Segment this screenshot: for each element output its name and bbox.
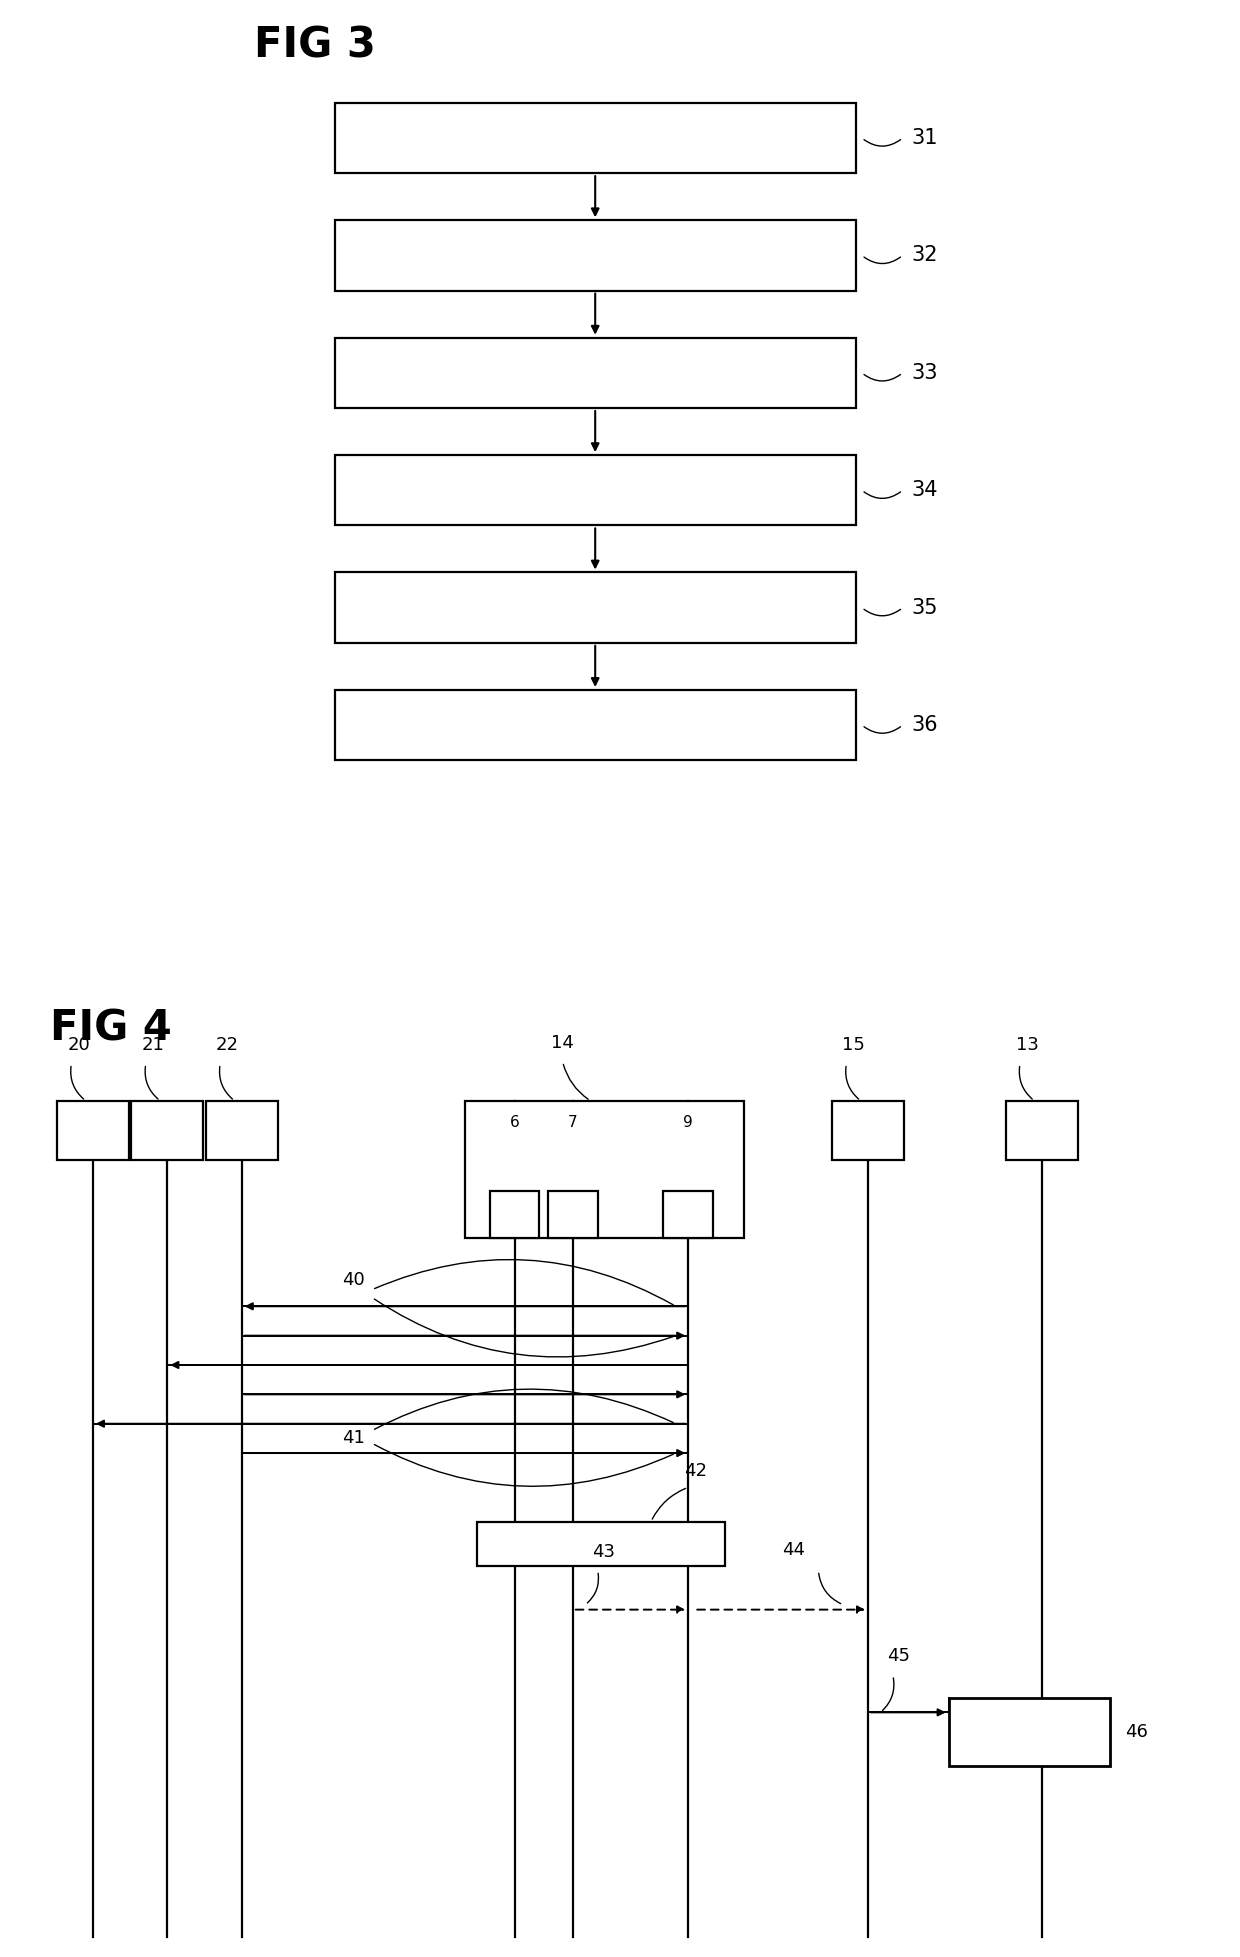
Text: FIG 4: FIG 4 xyxy=(50,1008,171,1049)
Bar xyxy=(335,219,856,290)
Bar xyxy=(663,1190,713,1237)
Bar xyxy=(490,1190,539,1237)
Text: 42: 42 xyxy=(684,1462,707,1479)
Text: 14: 14 xyxy=(552,1033,574,1051)
Bar xyxy=(335,454,856,524)
Text: 7: 7 xyxy=(568,1115,578,1129)
Text: 41: 41 xyxy=(342,1429,365,1448)
Text: 13: 13 xyxy=(1016,1035,1039,1053)
Text: 34: 34 xyxy=(911,479,937,501)
Bar xyxy=(949,1697,1110,1765)
Text: 44: 44 xyxy=(782,1540,805,1558)
Text: 9: 9 xyxy=(683,1115,693,1129)
Bar xyxy=(335,337,856,407)
Bar xyxy=(206,1100,278,1159)
Text: 22: 22 xyxy=(216,1035,239,1053)
Text: 15: 15 xyxy=(842,1035,866,1053)
Text: 31: 31 xyxy=(911,127,937,149)
Bar xyxy=(57,1100,129,1159)
Text: 35: 35 xyxy=(911,597,937,618)
Bar xyxy=(335,689,856,759)
Bar xyxy=(465,1100,744,1237)
Text: 33: 33 xyxy=(911,362,937,384)
Text: 40: 40 xyxy=(342,1270,365,1290)
Bar xyxy=(131,1100,203,1159)
Bar xyxy=(832,1100,904,1159)
Text: 45: 45 xyxy=(888,1648,910,1665)
Bar xyxy=(1006,1100,1078,1159)
Text: 20: 20 xyxy=(67,1035,91,1053)
Text: 36: 36 xyxy=(911,714,937,736)
Text: 43: 43 xyxy=(593,1542,615,1562)
Text: 32: 32 xyxy=(911,245,937,266)
Text: 6: 6 xyxy=(510,1115,520,1129)
Text: 46: 46 xyxy=(1125,1722,1147,1742)
Bar xyxy=(335,102,856,172)
Bar xyxy=(335,571,856,642)
Text: FIG 3: FIG 3 xyxy=(254,23,376,67)
Bar xyxy=(477,1523,725,1566)
Text: 21: 21 xyxy=(141,1035,165,1053)
Bar xyxy=(548,1190,598,1237)
